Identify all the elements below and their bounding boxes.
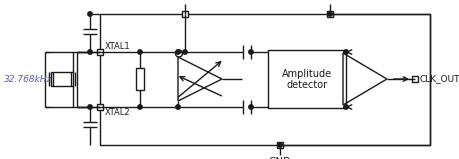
Circle shape [175, 50, 180, 54]
Bar [97, 49, 103, 55]
Text: Amplitude: Amplitude [281, 69, 331, 79]
Circle shape [343, 105, 347, 109]
Text: EN: EN [178, 0, 191, 2]
Bar [276, 142, 282, 148]
Bar [326, 11, 332, 17]
Circle shape [182, 50, 187, 54]
Bar [182, 11, 188, 17]
Text: GND: GND [268, 157, 291, 159]
Bar [136, 68, 144, 90]
Circle shape [248, 50, 252, 54]
Circle shape [248, 105, 252, 109]
Text: CLK_OUT: CLK_OUT [419, 75, 459, 83]
Circle shape [277, 143, 281, 147]
Circle shape [88, 50, 92, 54]
Bar [411, 76, 417, 82]
Text: XTAL2: XTAL2 [105, 108, 130, 117]
Bar [268, 50, 345, 108]
Circle shape [327, 12, 331, 16]
Bar [51, 72, 73, 86]
Text: XTAL1: XTAL1 [105, 42, 130, 51]
Circle shape [138, 50, 142, 54]
Text: detector: detector [286, 80, 327, 90]
Text: 32.768kHz: 32.768kHz [4, 75, 52, 83]
Circle shape [88, 12, 92, 16]
Circle shape [343, 50, 347, 54]
Circle shape [175, 105, 180, 109]
Text: VCC: VCC [319, 0, 339, 2]
Circle shape [88, 105, 92, 109]
Bar [97, 104, 103, 110]
Bar [100, 14, 429, 145]
Circle shape [138, 105, 142, 109]
